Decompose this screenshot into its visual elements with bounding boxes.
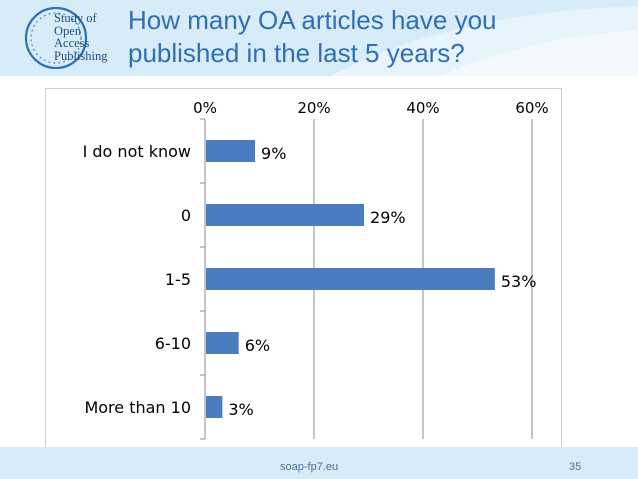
logo-ring-icon bbox=[24, 6, 88, 70]
logo-text: Study of Open Access Publishing bbox=[54, 12, 108, 62]
soap-logo: Study of Open Access Publishing bbox=[20, 4, 120, 72]
bar bbox=[206, 140, 256, 162]
data-label: 53% bbox=[501, 272, 537, 291]
x-tick-label: 40% bbox=[406, 99, 439, 117]
logo-line4: Publishing bbox=[54, 48, 108, 63]
footer-url: soap-fp7.eu bbox=[280, 461, 339, 473]
category-label: 0 bbox=[181, 206, 191, 225]
bar bbox=[206, 204, 365, 226]
header-swoosh-decoration bbox=[330, 6, 638, 76]
data-label: 6% bbox=[245, 336, 270, 355]
x-tick-label: 60% bbox=[515, 99, 548, 117]
bar bbox=[206, 396, 223, 418]
page-number: 35 bbox=[569, 461, 582, 473]
slide-header bbox=[0, 0, 638, 76]
data-label: 3% bbox=[228, 400, 253, 419]
data-label: 29% bbox=[370, 208, 406, 227]
category-label: 6-10 bbox=[155, 334, 191, 353]
title-line-2: published in the last 5 years? bbox=[128, 38, 465, 68]
category-label: 1-5 bbox=[165, 270, 191, 289]
bar bbox=[206, 332, 239, 354]
slide-footer: soap-fp7.eu 35 bbox=[0, 447, 638, 479]
bar bbox=[206, 268, 495, 290]
data-label: 9% bbox=[261, 144, 286, 163]
x-tick-label: 20% bbox=[297, 99, 330, 117]
bar-chart: 0% 20% 40% 60% I do not know 9% 0 29% 1-5 53% 6-10… bbox=[83, 99, 549, 440]
logo-line2: Open bbox=[54, 23, 82, 38]
chart-frame: 0% 20% 40% 60% I do not know 9% 0 29% 1-5 53% 6-10… bbox=[45, 88, 562, 449]
logo-line1: Study of bbox=[54, 11, 97, 25]
category-label: More than 10 bbox=[84, 398, 191, 417]
slide-title: How many OA articles have you published … bbox=[128, 4, 497, 70]
x-tick-label: 0% bbox=[193, 99, 217, 117]
title-line-1: How many OA articles have you bbox=[128, 5, 497, 35]
logo-line3: Access bbox=[54, 36, 90, 50]
category-label: I do not know bbox=[83, 142, 191, 161]
